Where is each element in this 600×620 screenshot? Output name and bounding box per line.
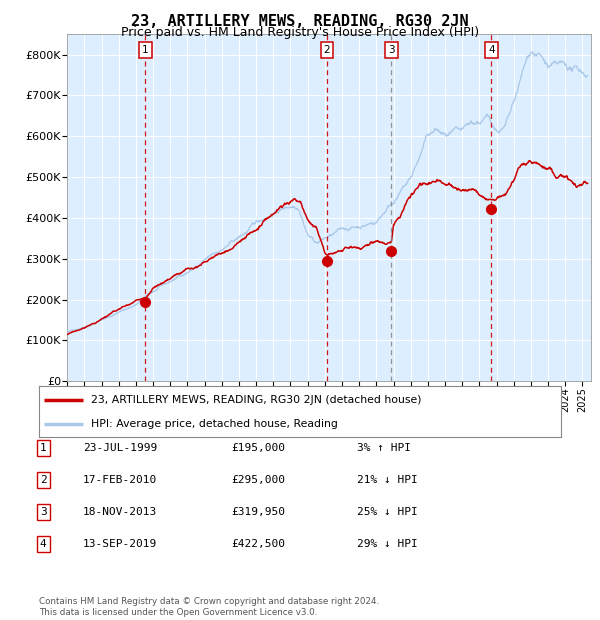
- Text: 3: 3: [388, 45, 395, 55]
- Text: 1: 1: [40, 443, 47, 453]
- Text: 18-NOV-2013: 18-NOV-2013: [83, 507, 157, 517]
- Text: 25% ↓ HPI: 25% ↓ HPI: [357, 507, 418, 517]
- Text: 3% ↑ HPI: 3% ↑ HPI: [357, 443, 411, 453]
- Text: 4: 4: [40, 539, 47, 549]
- Text: 21% ↓ HPI: 21% ↓ HPI: [357, 475, 418, 485]
- Text: 13-SEP-2019: 13-SEP-2019: [83, 539, 157, 549]
- Text: 23-JUL-1999: 23-JUL-1999: [83, 443, 157, 453]
- Text: HPI: Average price, detached house, Reading: HPI: Average price, detached house, Read…: [91, 419, 338, 430]
- Text: 2: 2: [323, 45, 330, 55]
- Text: Contains HM Land Registry data © Crown copyright and database right 2024.
This d: Contains HM Land Registry data © Crown c…: [39, 598, 379, 617]
- Text: £195,000: £195,000: [231, 443, 285, 453]
- Text: 2: 2: [40, 475, 47, 485]
- Text: 17-FEB-2010: 17-FEB-2010: [83, 475, 157, 485]
- Text: 4: 4: [488, 45, 495, 55]
- Text: £295,000: £295,000: [231, 475, 285, 485]
- Text: 23, ARTILLERY MEWS, READING, RG30 2JN (detached house): 23, ARTILLERY MEWS, READING, RG30 2JN (d…: [91, 396, 422, 405]
- Text: 3: 3: [40, 507, 47, 517]
- Text: Price paid vs. HM Land Registry's House Price Index (HPI): Price paid vs. HM Land Registry's House …: [121, 26, 479, 39]
- Text: £319,950: £319,950: [231, 507, 285, 517]
- Text: £422,500: £422,500: [231, 539, 285, 549]
- Text: 23, ARTILLERY MEWS, READING, RG30 2JN: 23, ARTILLERY MEWS, READING, RG30 2JN: [131, 14, 469, 29]
- Text: 1: 1: [142, 45, 149, 55]
- Text: 29% ↓ HPI: 29% ↓ HPI: [357, 539, 418, 549]
